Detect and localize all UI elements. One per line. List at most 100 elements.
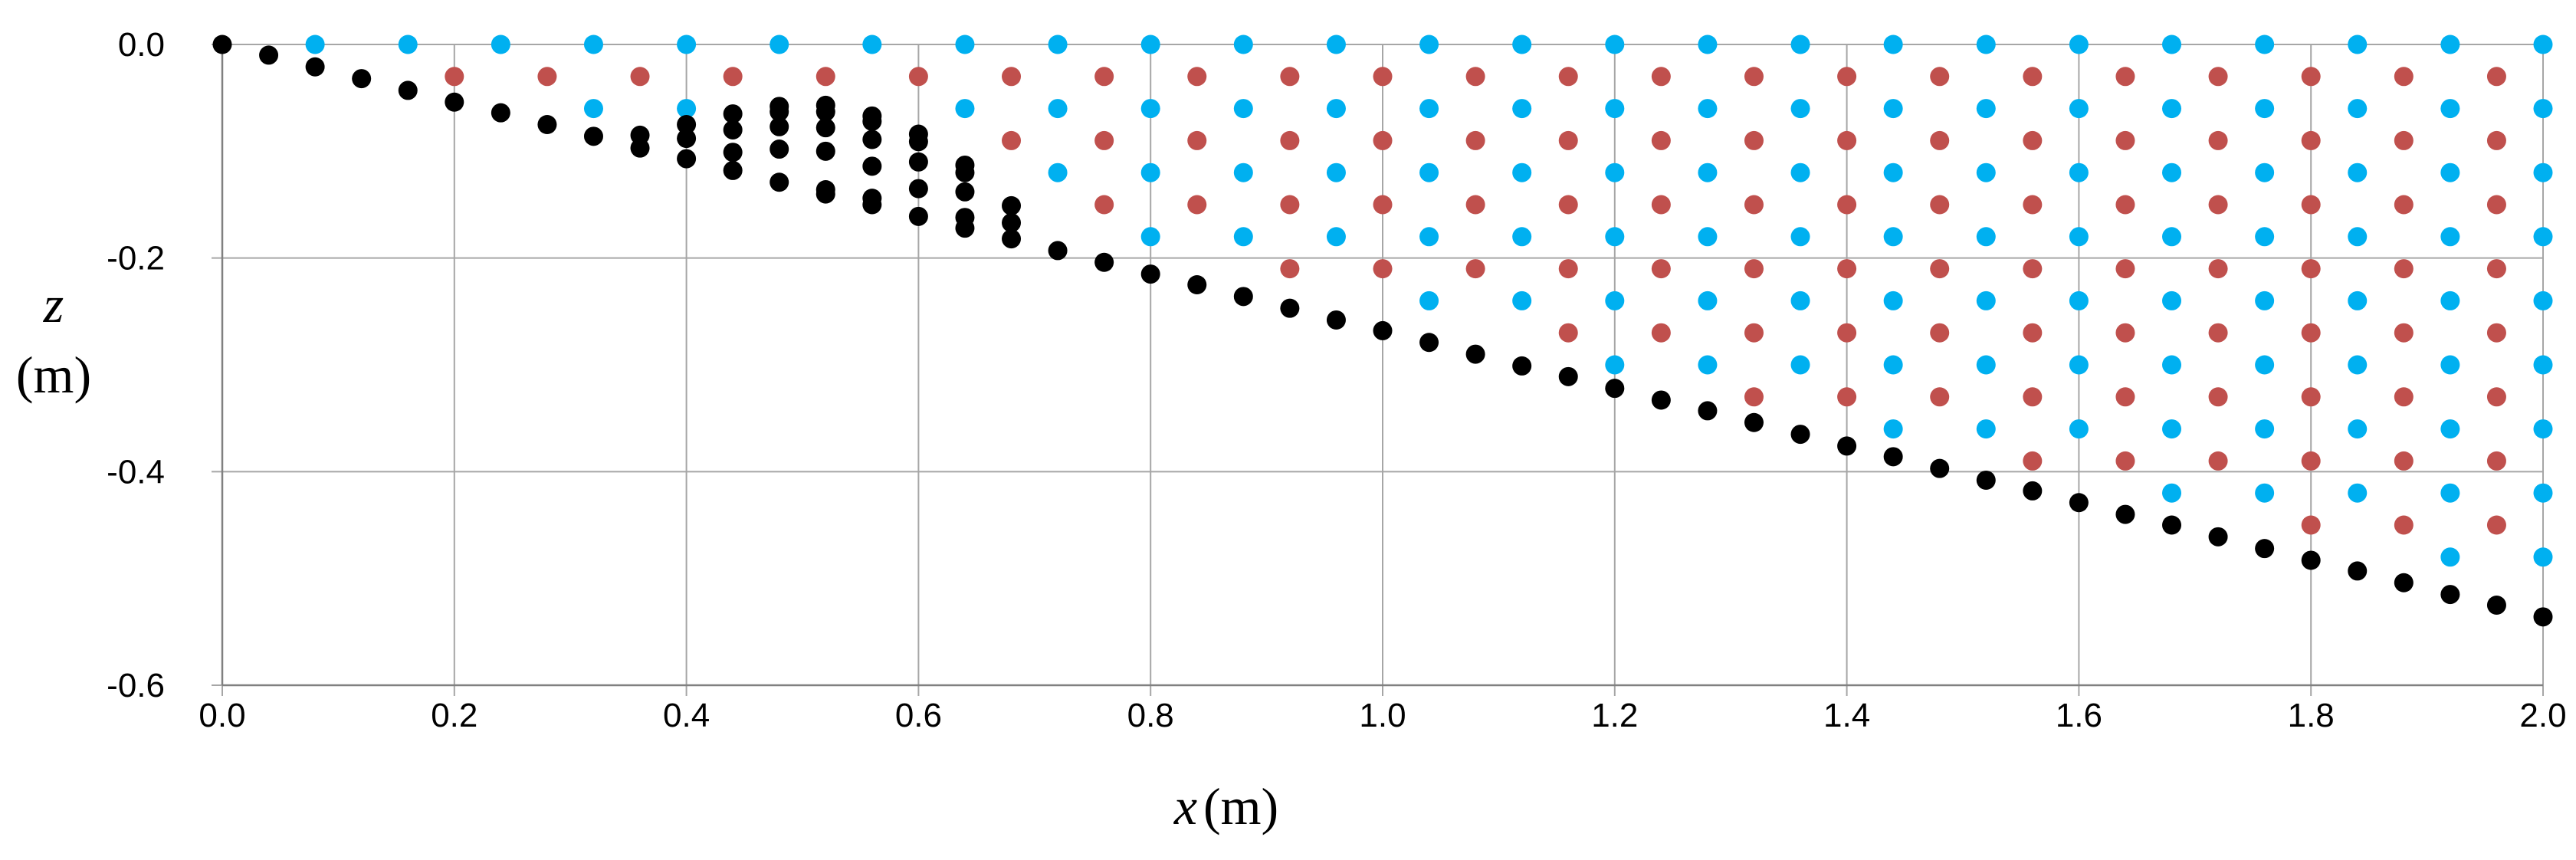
surface-blue-point	[1512, 162, 1532, 182]
interior-red-point	[1744, 323, 1764, 343]
surface-blue-point	[1233, 99, 1253, 119]
interior-red-point	[2486, 259, 2506, 279]
surface-blue-point	[1790, 355, 1810, 375]
surface-blue-point	[2348, 99, 2368, 119]
interior-red-point	[1837, 67, 1857, 87]
boundary-black-point	[723, 104, 743, 124]
boundary-black-point	[1326, 310, 1346, 330]
interior-red-point	[723, 67, 743, 87]
surface-blue-point	[1419, 227, 1439, 247]
interior-red-point	[2023, 259, 2043, 279]
series-interior-red	[445, 67, 2506, 535]
boundary-black-point	[862, 111, 882, 131]
surface-blue-point	[2533, 162, 2553, 182]
boundary-black-point	[1790, 425, 1810, 445]
boundary-black-point	[770, 172, 789, 192]
interior-red-point	[1373, 130, 1393, 150]
interior-red-point	[1744, 259, 1764, 279]
interior-red-point	[1280, 67, 1300, 87]
boundary-black-point	[1280, 298, 1300, 318]
interior-red-point	[1094, 195, 1114, 215]
boundary-black-point	[1002, 213, 1022, 233]
surface-blue-point	[1233, 162, 1253, 182]
boundary-black-point	[908, 132, 928, 152]
surface-blue-point	[2348, 227, 2368, 247]
x-axis-title: x (m)	[1173, 777, 1278, 835]
surface-blue-point	[2348, 419, 2368, 439]
surface-blue-point	[2440, 547, 2460, 567]
interior-red-point	[2301, 387, 2321, 407]
surface-blue-point	[1883, 162, 1903, 182]
boundary-black-point	[955, 182, 975, 202]
interior-red-point	[2208, 67, 2228, 87]
surface-blue-point	[1698, 162, 1718, 182]
interior-red-point	[2486, 515, 2506, 535]
interior-red-point	[1558, 67, 1578, 87]
boundary-black-point	[1558, 366, 1578, 386]
interior-red-point	[1002, 130, 1022, 150]
interior-red-point	[1187, 130, 1207, 150]
interior-red-point	[1465, 259, 1485, 279]
interior-red-point	[2486, 387, 2506, 407]
boundary-black-point	[1605, 379, 1625, 399]
surface-blue-point	[583, 34, 603, 54]
surface-blue-point	[1512, 34, 1532, 54]
interior-red-point	[2486, 195, 2506, 215]
surface-blue-point	[1790, 34, 1810, 54]
boundary-black-point	[908, 206, 928, 226]
interior-red-point	[2394, 67, 2414, 87]
surface-blue-point	[2533, 483, 2553, 503]
surface-blue-point	[1048, 162, 1068, 182]
boundary-black-point	[1048, 241, 1068, 261]
surface-blue-point	[1790, 162, 1810, 182]
interior-red-point	[1280, 130, 1300, 150]
interior-red-point	[1651, 130, 1671, 150]
y-tick-label: -0.6	[107, 667, 165, 704]
interior-red-point	[1744, 67, 1764, 87]
x-tick-label: 0.4	[663, 697, 710, 734]
boundary-black-point	[1002, 229, 1022, 249]
surface-blue-point	[1883, 34, 1903, 54]
interior-red-point	[2023, 195, 2043, 215]
surface-blue-point	[398, 34, 418, 54]
boundary-black-point	[955, 162, 975, 182]
interior-red-point	[1002, 67, 1022, 87]
surface-blue-point	[1976, 290, 1996, 310]
surface-blue-point	[2440, 162, 2460, 182]
surface-blue-point	[1419, 162, 1439, 182]
x-tick-label: 1.4	[1823, 697, 1870, 734]
y-tick-label: -0.4	[107, 453, 165, 491]
interior-red-point	[1373, 259, 1393, 279]
boundary-black-point	[815, 179, 835, 199]
interior-red-point	[1837, 323, 1857, 343]
boundary-black-point	[723, 120, 743, 140]
interior-red-point	[2301, 67, 2321, 87]
interior-red-point	[2486, 130, 2506, 150]
boundary-black-point	[862, 189, 882, 208]
surface-blue-point	[1140, 99, 1160, 119]
interior-red-point	[1744, 130, 1764, 150]
surface-blue-point	[677, 99, 697, 119]
boundary-black-point	[815, 118, 835, 138]
boundary-black-point	[2069, 493, 2089, 513]
y-axis-title-unit: (m)	[16, 346, 91, 404]
y-axis-title-var: z	[43, 275, 64, 333]
surface-blue-point	[2255, 34, 2275, 54]
surface-blue-point	[2162, 34, 2182, 54]
surface-blue-point	[2533, 419, 2553, 439]
interior-red-point	[2301, 195, 2321, 215]
interior-red-point	[1837, 130, 1857, 150]
interior-red-point	[2394, 195, 2414, 215]
interior-red-point	[1465, 130, 1485, 150]
boundary-black-point	[1883, 447, 1903, 467]
boundary-black-point	[2440, 585, 2460, 605]
boundary-black-point	[1419, 333, 1439, 353]
interior-red-point	[2208, 130, 2228, 150]
boundary-black-point	[1512, 356, 1532, 376]
interior-red-point	[630, 67, 650, 87]
interior-red-point	[2301, 515, 2321, 535]
boundary-black-point	[212, 34, 232, 54]
boundary-black-point	[2023, 481, 2043, 501]
boundary-black-point	[1837, 436, 1857, 456]
